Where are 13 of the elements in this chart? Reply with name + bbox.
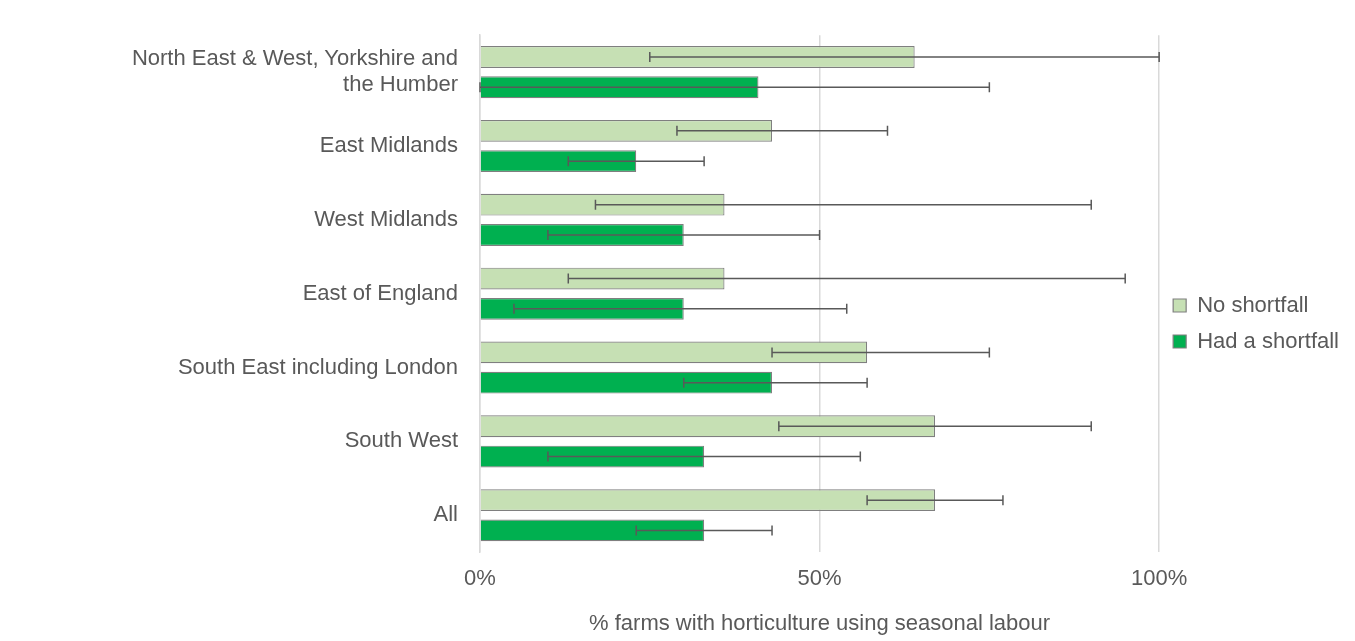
legend-label: No shortfall (1197, 291, 1309, 317)
legend-label: Had a shortfall (1197, 327, 1340, 353)
y-tick-label: East Midlands (319, 132, 458, 158)
x-axis-title: % farms with horticulture using seasonal labour (589, 609, 1051, 635)
y-tick-label: North East & West, Yorkshire and the Humber (131, 44, 458, 97)
x-tick-label: 50% (797, 565, 842, 591)
y-tick-label: South West (344, 427, 458, 453)
x-tick-label: 0% (464, 565, 496, 591)
y-tick-label: East of England (302, 279, 458, 305)
x-tick-label: 100% (1131, 565, 1188, 591)
y-tick-label: South East including London (177, 353, 458, 379)
y-tick-label: West Midlands (314, 205, 458, 231)
y-tick-label: All (433, 501, 458, 527)
